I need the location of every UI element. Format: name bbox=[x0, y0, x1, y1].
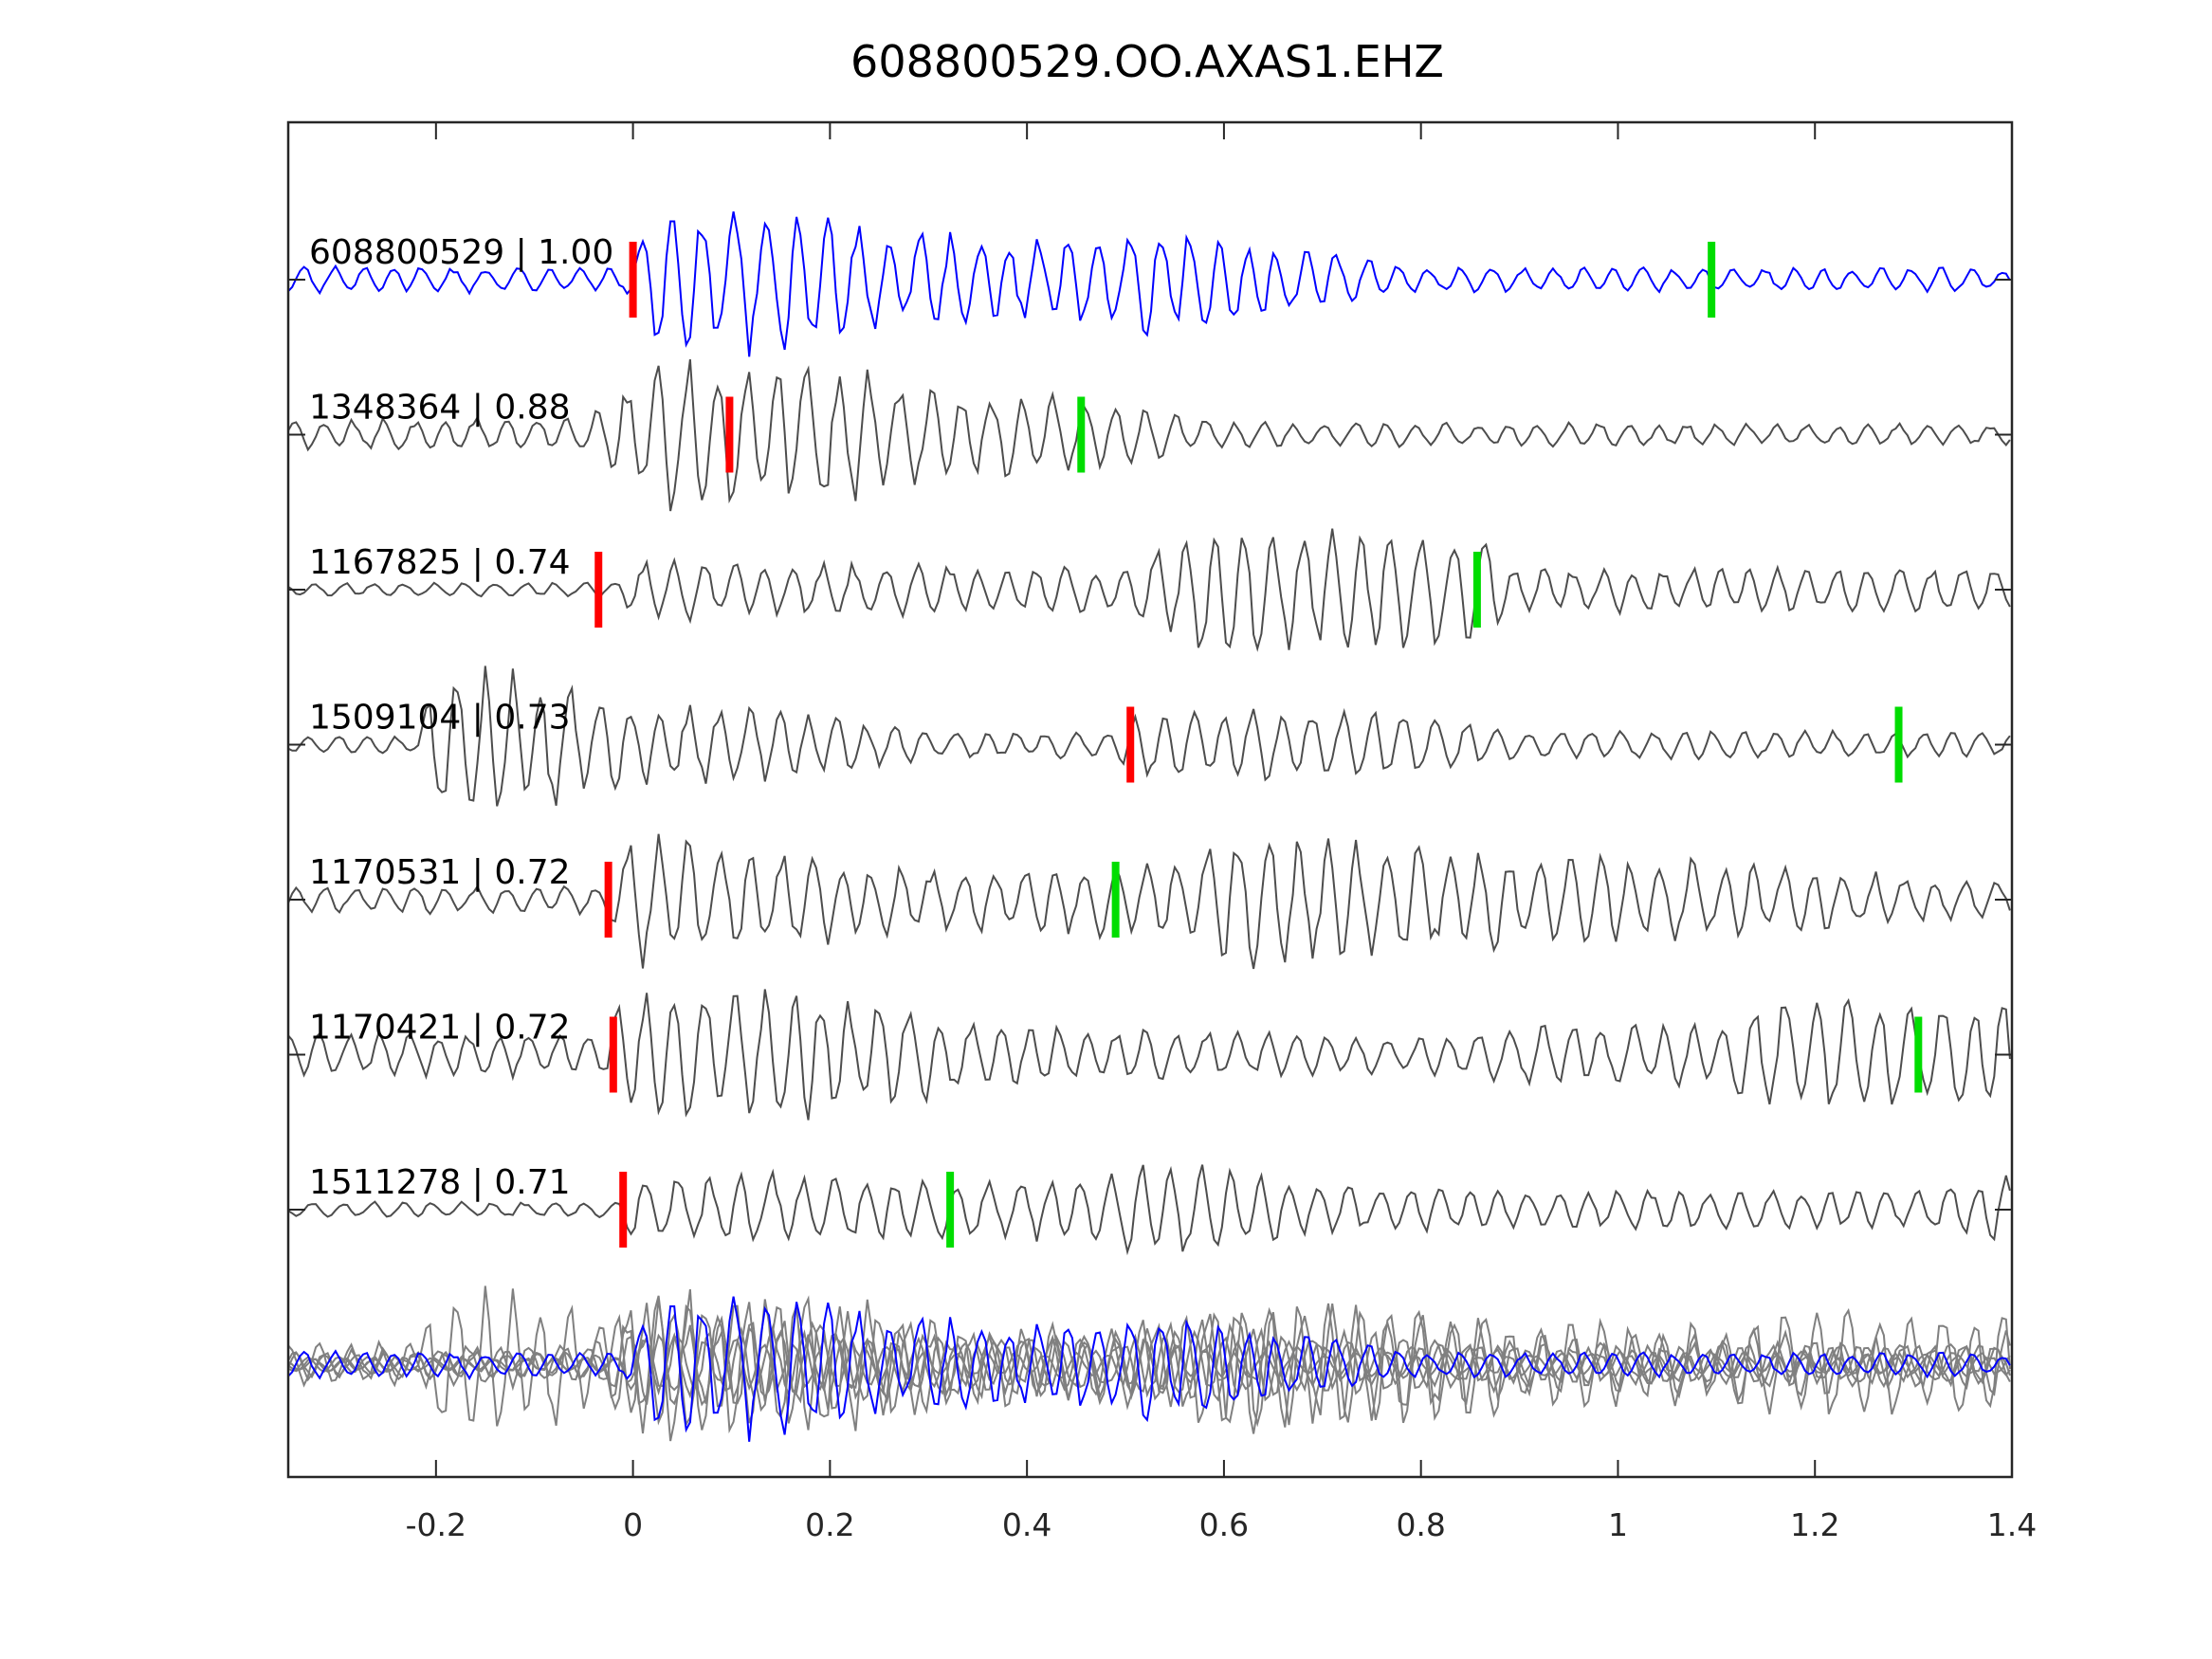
s-pick-marker bbox=[946, 1172, 955, 1248]
axes-box bbox=[286, 120, 2014, 1479]
stack-trace-1511278 bbox=[287, 1319, 2011, 1411]
x-tick-label: 1.4 bbox=[1987, 1506, 2037, 1543]
chart-title: 608800529.OO.AXAS1.EHZ bbox=[850, 36, 1444, 87]
p-pick-marker bbox=[1126, 706, 1135, 783]
trace-label: 1348364 | 0.88 bbox=[309, 389, 571, 428]
x-tick-label: 1 bbox=[1608, 1506, 1628, 1543]
p-pick-marker bbox=[609, 1016, 617, 1093]
trace-1511278 bbox=[287, 1164, 2011, 1256]
trace-label: 1170421 | 0.72 bbox=[309, 1009, 571, 1048]
trace-label: 608800529 | 1.00 bbox=[309, 233, 613, 272]
trace-label: 1509104 | 0.73 bbox=[309, 699, 571, 738]
s-pick-marker bbox=[1914, 1016, 1923, 1093]
x-tick-label: 0.4 bbox=[1002, 1506, 1051, 1543]
trace-608800529 bbox=[287, 211, 2011, 357]
x-tick-label: 1.2 bbox=[1790, 1506, 1839, 1543]
s-pick-marker bbox=[1472, 552, 1481, 628]
p-pick-marker bbox=[619, 1172, 628, 1248]
p-pick-marker bbox=[629, 242, 637, 318]
trace-1170421 bbox=[287, 989, 2011, 1121]
trace-1509104 bbox=[287, 665, 2011, 807]
stack-trace-1170421 bbox=[287, 1299, 2011, 1431]
s-pick-marker bbox=[1708, 242, 1716, 318]
x-tick-label: 0 bbox=[623, 1506, 643, 1543]
x-tick-label: 0.2 bbox=[805, 1506, 854, 1543]
s-pick-marker bbox=[1111, 862, 1120, 938]
x-tick-label: 0.6 bbox=[1199, 1506, 1249, 1543]
stack-template-trace bbox=[287, 1296, 2011, 1442]
trace-1170531 bbox=[287, 833, 2011, 970]
x-tick-label: -0.2 bbox=[406, 1506, 466, 1543]
x-tick-label: 0.8 bbox=[1396, 1506, 1445, 1543]
s-pick-marker bbox=[1894, 706, 1903, 783]
trace-label: 1511278 | 0.71 bbox=[309, 1163, 571, 1202]
trace-1348364 bbox=[287, 358, 2011, 512]
p-pick-marker bbox=[594, 552, 603, 628]
trace-label: 1170531 | 0.72 bbox=[309, 853, 571, 892]
p-pick-marker bbox=[604, 862, 612, 938]
s-pick-marker bbox=[1077, 396, 1086, 473]
trace-label: 1167825 | 0.74 bbox=[309, 543, 571, 582]
p-pick-marker bbox=[725, 396, 734, 473]
trace-1167825 bbox=[287, 528, 2011, 652]
